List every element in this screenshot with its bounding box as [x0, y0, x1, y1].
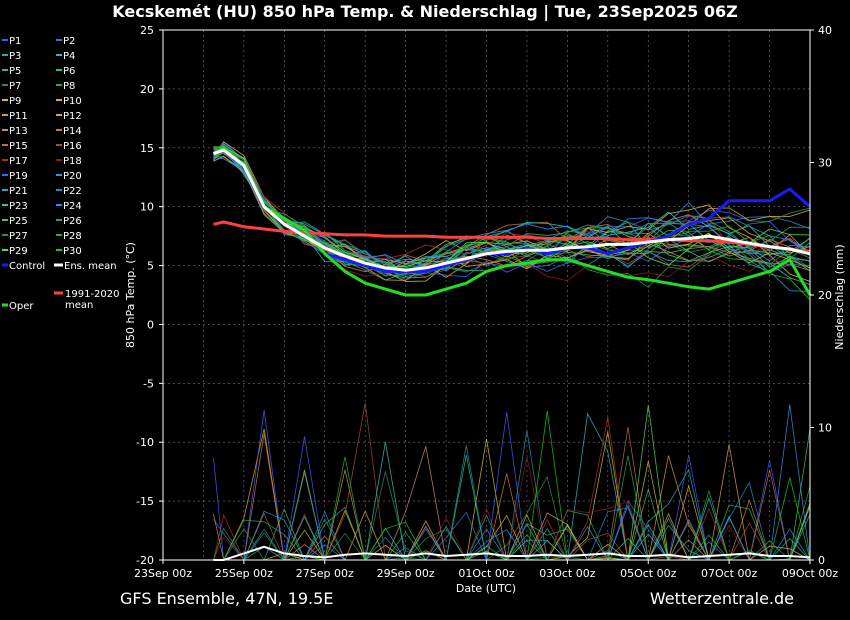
legend-label: P20 — [63, 171, 82, 182]
ens-mean-line — [213, 148, 811, 272]
legend-label: P2 — [63, 36, 75, 47]
legend-label: P30 — [63, 246, 82, 257]
ensemble-member-line — [213, 149, 811, 275]
y-tick-label-right: 20 — [818, 289, 832, 302]
x-axis-label: Date (UTC) — [456, 582, 516, 595]
model-info: GFS Ensemble, 47N, 19.5E — [120, 589, 334, 608]
y-tick-label-right: 10 — [818, 422, 832, 435]
legend-label: P26 — [63, 216, 82, 227]
legend-label: P29 — [9, 246, 28, 257]
legend-label: P6 — [63, 66, 75, 77]
y-tick-label-left: 5 — [147, 260, 154, 273]
y-axis-right-ticks: 40 30 20 10 0 — [810, 24, 832, 567]
y-tick-label-left: 0 — [147, 318, 154, 331]
y-tick-label-left: 15 — [140, 142, 154, 155]
legend-label: P19 — [9, 171, 28, 182]
precipitation-ens-mean-line — [213, 545, 811, 561]
legend-label: P23 — [9, 201, 28, 212]
legend-label-climate-mean: 1991-2020 mean — [65, 289, 120, 311]
legend-label: P11 — [9, 111, 28, 122]
ensemble-member-line — [213, 156, 811, 265]
legend-label: P4 — [63, 51, 75, 62]
ensemble-member-line — [213, 142, 811, 282]
precipitation-member-line — [213, 446, 811, 561]
highlighted-series — [212, 146, 812, 297]
x-tick-label: 23Sep 00z — [134, 567, 192, 580]
precipitation-member-line — [213, 436, 810, 561]
ensemble-member-line — [213, 145, 811, 301]
legend-label: P16 — [63, 141, 82, 152]
x-tick-label: 01Oct 00z — [458, 567, 515, 580]
1991-2020-mean-line — [213, 220, 811, 253]
site-credit: Wetterzentrale.de — [649, 589, 794, 608]
x-tick-label: 09Oct 00z — [782, 567, 839, 580]
precipitation-member-line — [213, 441, 811, 561]
y-tick-label-left: -10 — [136, 436, 154, 449]
precipitation-member-line — [213, 455, 810, 561]
legend-label-control: Control — [9, 261, 45, 272]
legend-label: P15 — [9, 141, 28, 152]
y-tick-label-right: 30 — [818, 157, 832, 170]
precipitation-member-line — [213, 456, 810, 562]
legend-label: P9 — [9, 96, 21, 107]
precipitation-member-line — [213, 444, 811, 561]
ensemble-member-line — [213, 152, 811, 288]
legend-label: P1 — [9, 36, 21, 47]
y-axis-left-label: 850 hPa Temp. (°C) — [124, 242, 137, 348]
legend-label: P3 — [9, 51, 21, 62]
legend-label: P21 — [9, 186, 28, 197]
precipitation-member-line — [213, 471, 810, 561]
legend-label: P8 — [63, 81, 75, 92]
legend-label: P10 — [63, 96, 82, 107]
legend-label: P28 — [63, 231, 82, 242]
legend-label: P24 — [63, 201, 82, 212]
y-tick-label-right: 0 — [818, 554, 825, 567]
y-axis-left-ticks: 25 20 15 10 5 0 -5 -10 -15 -20 — [136, 24, 163, 567]
precipitation-member-line — [213, 454, 811, 561]
x-tick-label: 07Oct 00z — [701, 567, 758, 580]
x-tick-label: 05Oct 00z — [620, 567, 677, 580]
ensemble-members — [213, 141, 811, 301]
y-tick-label-left: 20 — [140, 83, 154, 96]
precipitation-member-line — [213, 468, 811, 561]
ensemble-member-line — [213, 147, 811, 272]
legend: P1 P2 P3 P4 P5 P6 P7 P8 P9 P10 P11 P12 P13 P14 P15 P16 P… — [2, 36, 120, 312]
legend-label: P25 — [9, 216, 28, 227]
legend-label: P13 — [9, 126, 28, 137]
legend-label: P7 — [9, 81, 21, 92]
y-tick-label-left: 25 — [140, 24, 154, 37]
legend-label: P22 — [63, 186, 82, 197]
legend-label: P14 — [63, 126, 82, 137]
legend-label: P27 — [9, 231, 28, 242]
x-tick-label: 27Sep 00z — [296, 567, 354, 580]
x-tick-label: 03Oct 00z — [539, 567, 596, 580]
y-tick-label-left: -20 — [136, 554, 154, 567]
y-tick-label-right: 40 — [818, 24, 832, 37]
x-tick-label: 29Sep 00z — [377, 567, 435, 580]
legend-label: P12 — [63, 111, 82, 122]
y-tick-label-left: 10 — [140, 201, 154, 214]
precipitation-lines — [213, 402, 811, 562]
legend-label-ens-mean: Ens. mean — [64, 261, 117, 272]
precipitation-member-line — [213, 417, 810, 561]
precipitation-member-line — [213, 455, 811, 561]
legend-label: P18 — [63, 156, 82, 167]
legend-label-oper: Oper — [9, 301, 34, 312]
y-tick-label-left: -15 — [136, 495, 154, 508]
y-axis-right-label: Niederschlag (mm) — [833, 244, 846, 349]
x-tick-label: 25Sep 00z — [215, 567, 273, 580]
legend-label: P5 — [9, 66, 21, 77]
oper-line — [212, 146, 812, 297]
y-tick-label-left: -5 — [143, 377, 154, 390]
chart-title: Kecskemét (HU) 850 hPa Temp. & Niedersch… — [112, 2, 738, 21]
grid — [162, 29, 811, 561]
ensemble-member-line — [213, 152, 811, 274]
x-axis-ticks: 23Sep 00z 25Sep 00z 27Sep 00z 29Sep 00z 01Oc… — [134, 560, 838, 580]
legend-label: P17 — [9, 156, 28, 167]
